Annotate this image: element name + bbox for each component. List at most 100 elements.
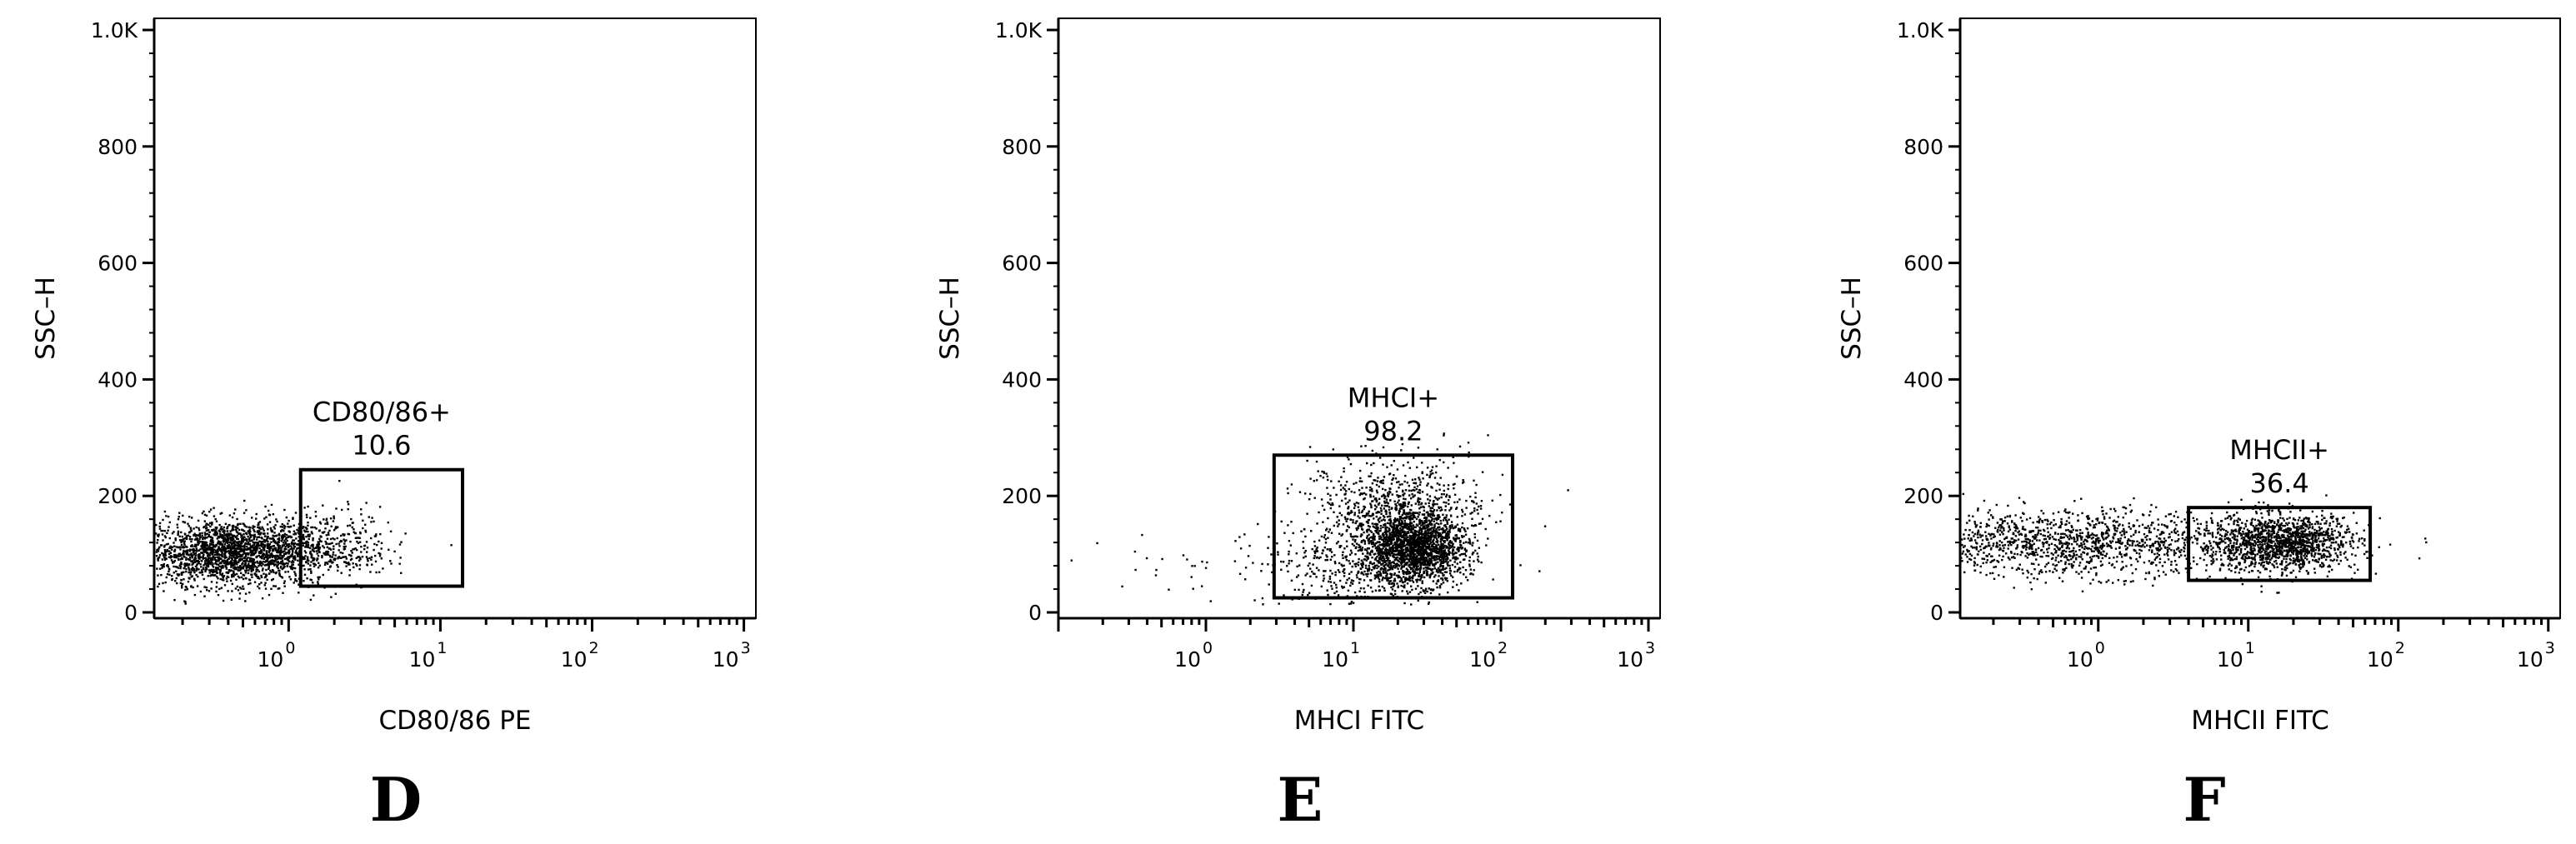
data-point xyxy=(1403,584,1406,587)
data-point xyxy=(177,533,179,537)
data-point xyxy=(224,554,227,557)
data-point xyxy=(252,547,255,549)
data-point xyxy=(240,587,243,590)
data-point xyxy=(1357,502,1360,505)
data-point xyxy=(306,546,308,548)
data-point xyxy=(244,572,248,574)
data-point xyxy=(183,578,185,581)
data-point xyxy=(1408,572,1411,575)
data-point xyxy=(234,587,238,590)
data-point xyxy=(1418,478,1421,481)
data-point xyxy=(1351,582,1354,585)
data-point xyxy=(211,523,213,526)
data-point xyxy=(1401,590,1403,592)
data-point xyxy=(277,563,279,566)
data-point xyxy=(1474,549,1477,552)
data-point xyxy=(327,551,330,553)
data-point xyxy=(238,597,241,600)
data-point xyxy=(450,544,453,547)
data-point xyxy=(230,598,233,601)
data-point xyxy=(1473,532,1476,536)
x-tick-base: 10 xyxy=(409,647,436,672)
data-point xyxy=(1394,503,1397,506)
data-point xyxy=(1433,514,1436,517)
data-point xyxy=(1440,551,1443,554)
data-point xyxy=(1431,466,1434,468)
data-point xyxy=(294,512,298,514)
data-point xyxy=(255,568,258,571)
data-point xyxy=(344,545,347,548)
data-point xyxy=(198,532,201,535)
data-point xyxy=(308,535,311,537)
data-point xyxy=(1388,557,1390,559)
data-point xyxy=(1322,521,1324,523)
data-point xyxy=(243,560,246,563)
data-point xyxy=(1425,511,1428,514)
data-point xyxy=(1387,545,1389,547)
data-point xyxy=(178,516,180,518)
data-point xyxy=(1388,566,1391,568)
data-point xyxy=(1374,530,1377,532)
data-point xyxy=(212,545,215,547)
data-point xyxy=(1422,556,1424,559)
data-point xyxy=(1371,537,1374,539)
data-point xyxy=(260,557,263,560)
data-point xyxy=(1409,523,1412,526)
data-point xyxy=(180,561,183,564)
data-point xyxy=(380,547,383,550)
data-point xyxy=(1418,557,1422,560)
data-point xyxy=(1401,544,1403,547)
data-point xyxy=(168,573,171,576)
data-point xyxy=(1438,587,1442,589)
data-point xyxy=(256,531,258,533)
data-point xyxy=(208,572,211,574)
data-point xyxy=(166,573,169,576)
data-point xyxy=(231,516,234,519)
data-point xyxy=(1446,527,1448,530)
data-point xyxy=(253,538,255,541)
data-point xyxy=(205,587,208,589)
data-point xyxy=(291,541,293,544)
data-point xyxy=(284,547,288,551)
data-point xyxy=(1418,534,1420,537)
data-point xyxy=(241,562,244,565)
data-point xyxy=(1362,552,1364,555)
data-point xyxy=(1393,582,1395,585)
data-point xyxy=(1442,527,1444,530)
data-point xyxy=(1412,543,1414,546)
data-point xyxy=(215,532,218,535)
data-point xyxy=(1448,541,1451,543)
data-point xyxy=(235,554,238,557)
data-point xyxy=(211,550,213,553)
data-point xyxy=(1422,540,1424,542)
data-point xyxy=(1422,547,1424,551)
data-point xyxy=(209,552,212,554)
data-point xyxy=(263,546,266,548)
data-point xyxy=(274,563,277,566)
data-point xyxy=(1460,535,1463,537)
data-point xyxy=(258,536,260,538)
data-point xyxy=(198,542,200,545)
data-point xyxy=(1339,488,1343,492)
data-point xyxy=(330,525,333,527)
data-point xyxy=(1373,564,1377,567)
data-point xyxy=(1418,520,1421,522)
data-point xyxy=(387,522,389,524)
data-point xyxy=(290,536,293,539)
data-point xyxy=(1463,542,1465,544)
data-point xyxy=(197,554,199,557)
data-point xyxy=(1385,531,1388,533)
data-point xyxy=(241,566,243,569)
data-point xyxy=(356,564,358,567)
data-point xyxy=(219,541,222,543)
data-point xyxy=(1391,535,1393,537)
data-point xyxy=(162,539,164,542)
data-point xyxy=(1417,585,1419,587)
data-point xyxy=(214,574,217,577)
data-point xyxy=(1419,506,1423,508)
data-point xyxy=(1396,562,1398,565)
data-point xyxy=(1478,560,1480,563)
data-point xyxy=(1388,487,1391,490)
data-point xyxy=(317,576,319,579)
data-point xyxy=(183,555,185,557)
